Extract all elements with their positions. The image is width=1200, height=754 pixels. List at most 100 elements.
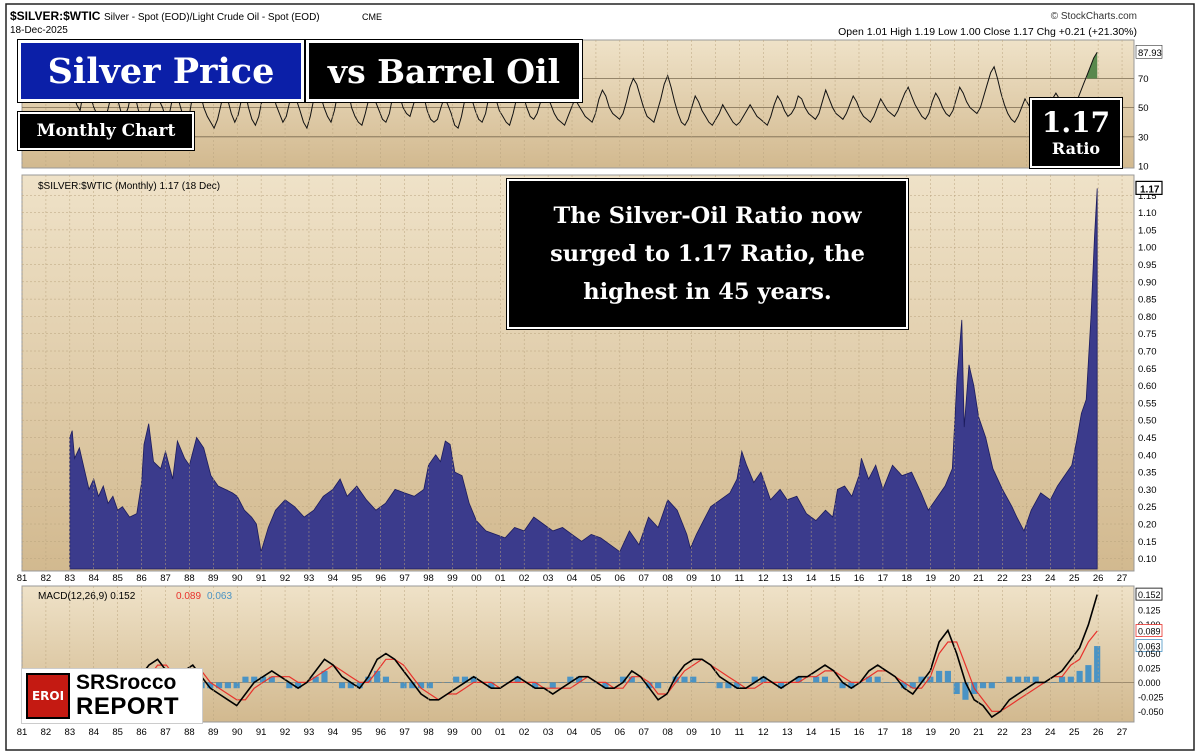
x-tick-label: 15 — [830, 727, 841, 738]
x-tick-label: 07 — [638, 573, 649, 584]
macd-histogram-bar — [742, 682, 750, 683]
macd-histogram-bar — [628, 676, 635, 683]
macd-histogram-bar — [242, 676, 249, 683]
x-tick-label: 83 — [65, 727, 76, 738]
x-tick-label: 08 — [662, 573, 673, 584]
macd-histogram-bar — [584, 682, 591, 683]
macd-histogram-bar — [409, 682, 416, 689]
price-y-tick-label: 0.75 — [1138, 329, 1157, 340]
macd-histogram-bar — [330, 682, 337, 683]
x-tick-label: 27 — [1117, 573, 1128, 584]
x-tick-label: 20 — [949, 727, 960, 738]
x-tick-label: 99 — [447, 573, 458, 584]
macd-histogram-bar — [804, 682, 811, 683]
x-tick-label: 11 — [734, 573, 744, 584]
x-tick-label: 91 — [256, 573, 267, 584]
macd-histogram-bar — [576, 676, 583, 683]
x-tick-label: 92 — [280, 727, 291, 738]
x-tick-label: 95 — [352, 573, 363, 584]
macd-histogram-bar — [944, 670, 951, 683]
x-tick-label: 89 — [208, 727, 219, 738]
x-tick-label: 23 — [1021, 727, 1032, 738]
header-symbol: $SILVER:$WTIC — [10, 9, 101, 23]
macd-histogram-bar — [356, 682, 363, 689]
macd-y-tick-label: 0.000 — [1138, 678, 1161, 688]
macd-histogram-bar — [997, 682, 1004, 683]
header-description: Silver - Spot (EOD)/Light Crude Oil - Sp… — [104, 12, 320, 23]
x-tick-label: 82 — [41, 573, 52, 584]
x-tick-label: 02 — [519, 573, 530, 584]
price-y-tick-label: 0.45 — [1138, 433, 1157, 444]
macd-histogram-bar — [813, 676, 820, 683]
x-tick-label: 92 — [280, 573, 291, 584]
macd-y-tick-label: -0.050 — [1138, 707, 1164, 717]
x-tick-label: 94 — [328, 573, 339, 584]
x-tick-label: 91 — [256, 727, 267, 738]
price-y-tick-label: 0.40 — [1138, 450, 1157, 461]
macd-histogram-bar — [883, 682, 890, 683]
x-tick-label: 09 — [686, 727, 697, 738]
x-tick-label: 88 — [184, 727, 195, 738]
macd-histogram-bar — [707, 682, 714, 683]
macd-histogram-bar — [1023, 676, 1030, 683]
x-tick-label: 01 — [495, 727, 506, 738]
macd-histogram-bar — [830, 682, 837, 683]
x-tick-label: 97 — [399, 573, 410, 584]
macd-histogram-bar — [962, 682, 969, 700]
macd-histogram-bar — [988, 682, 995, 689]
x-tick-label: 21 — [973, 573, 984, 584]
macd-histogram-bar — [1094, 646, 1101, 683]
macd-histogram-bar — [224, 682, 231, 689]
macd-histogram-bar — [321, 670, 328, 683]
price-y-tick-label: 0.85 — [1138, 295, 1157, 306]
macd-histogram-bar — [839, 682, 846, 689]
x-tick-label: 86 — [136, 573, 147, 584]
x-tick-label: 84 — [88, 573, 99, 584]
price-y-tick-label: 0.70 — [1138, 347, 1157, 358]
macd-histogram-bar — [979, 682, 987, 689]
price-y-tick-label: 0.55 — [1138, 398, 1157, 409]
macd-histogram-bar — [795, 676, 802, 683]
x-tick-label: 98 — [423, 727, 434, 738]
macd-y-tick-label: 0.089 — [1138, 627, 1161, 637]
macd-histogram-bar — [892, 682, 899, 683]
x-tick-label: 03 — [543, 573, 554, 584]
macd-histogram-bar — [277, 682, 284, 683]
ratio-value: 1.17 — [1041, 106, 1111, 139]
price-area — [69, 188, 1098, 570]
macd-histogram-bar — [698, 682, 706, 683]
macd-legend-hist: 0.063 — [207, 591, 232, 602]
macd-histogram-bar — [444, 682, 451, 683]
macd-histogram-bar — [540, 682, 548, 683]
x-tick-label: 26 — [1093, 727, 1104, 738]
x-tick-label: 99 — [447, 727, 458, 738]
price-y-tick-label: 0.20 — [1138, 520, 1157, 531]
macd-histogram-bar — [655, 682, 662, 689]
x-tick-label: 85 — [112, 727, 123, 738]
subtitle: Monthly Chart — [36, 121, 176, 141]
rsi-y-tick-label: 50 — [1138, 103, 1149, 114]
macd-histogram-bar — [1050, 682, 1057, 683]
x-tick-label: 88 — [184, 573, 195, 584]
macd-y-tick-label: 0.152 — [1138, 590, 1161, 600]
x-tick-label: 87 — [160, 727, 171, 738]
macd-histogram-bar — [207, 682, 214, 689]
x-tick-label: 03 — [543, 727, 554, 738]
x-tick-label: 90 — [232, 727, 243, 738]
x-tick-label: 24 — [1045, 573, 1056, 584]
x-tick-label: 22 — [997, 727, 1008, 738]
macd-histogram-bar — [374, 670, 381, 683]
header-quote: Open 1.01 High 1.19 Low 1.00 Close 1.17 … — [838, 26, 1137, 38]
price-y-tick-label: 0.60 — [1138, 381, 1157, 392]
x-tick-label: 24 — [1045, 727, 1056, 738]
logo-badge: EROI — [26, 673, 70, 719]
x-tick-label: 98 — [423, 573, 434, 584]
x-tick-label: 08 — [662, 727, 673, 738]
macd-last-value-box — [1135, 624, 1163, 637]
macd-histogram-bar — [417, 682, 425, 689]
macd-histogram-bar — [1067, 676, 1074, 683]
x-tick-label: 11 — [734, 727, 744, 738]
x-tick-label: 13 — [782, 573, 793, 584]
rsi-y-tick-label: 30 — [1138, 132, 1149, 143]
macd-histogram-bar — [558, 682, 565, 683]
